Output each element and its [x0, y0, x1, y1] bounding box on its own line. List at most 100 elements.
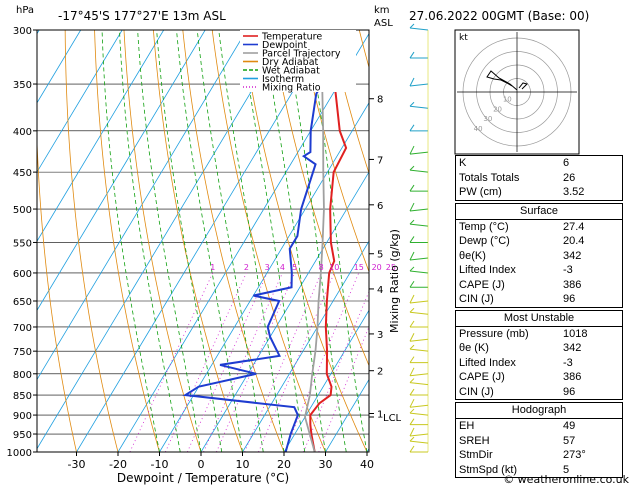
lcl-label: LCL: [383, 413, 402, 424]
km-tick-label: 5: [377, 250, 383, 261]
index-row: PW (cm) 3.52: [456, 185, 622, 200]
surface-value: 342: [563, 249, 582, 262]
x-axis-label: Dewpoint / Temperature (°C): [117, 471, 289, 485]
surface-table: Surface Temp (°C) 27.4 Dewp (°C) 20.4 θe(K) 3…: [455, 202, 623, 308]
km-tick-label: 2: [377, 367, 383, 378]
pressure-tick-label: 400: [13, 127, 32, 138]
dry-adiabat: [329, 30, 369, 175]
wind-barb: [409, 404, 429, 408]
hodograph-ring-label: 40: [474, 125, 483, 133]
most-unstable-value: 1018: [563, 327, 588, 340]
wind-barb-flag: [409, 101, 415, 107]
wind-barb: [409, 311, 429, 315]
wind-barb-flag: [409, 427, 415, 437]
wet-adiabat: [307, 30, 368, 452]
dry-adiabat: [152, 30, 243, 452]
surface-label: Dewp (°C): [459, 235, 510, 247]
wind-barb-flag: [409, 184, 415, 192]
wind-barb: [409, 169, 429, 173]
surface-row: CAPE (J) 386: [456, 278, 622, 293]
surface-label: Lifted Index: [459, 264, 516, 276]
pressure-tick-label: 750: [13, 347, 32, 358]
isotherm: [283, 309, 369, 452]
hodograph-table-label: SREH: [459, 434, 490, 447]
most-unstable-label: CIN (J): [459, 385, 494, 398]
surface-value: 20.4: [563, 235, 585, 247]
wind-barb: [409, 27, 429, 31]
mixing-ratio-line: [216, 272, 295, 452]
wind-barb-flag: [409, 307, 415, 313]
wind-barb-flag: [409, 445, 415, 453]
km-tick-label: 1: [377, 410, 383, 421]
mixing-ratio-label: 2: [244, 263, 249, 272]
km-tick-label: 7: [377, 155, 383, 166]
pressure-tick-label: 450: [13, 168, 32, 179]
dry-adiabat: [300, 30, 369, 273]
mixing-ratio-line: [303, 290, 369, 452]
pressure-tick-label: 600: [13, 269, 32, 280]
wind-barb: [409, 208, 429, 212]
index-row: Totals Totals 26: [456, 171, 622, 186]
temperature-tick-label: 30: [319, 458, 333, 471]
mixing-ratio-line: [129, 272, 214, 452]
hodograph-unit-label: kt: [459, 33, 468, 43]
surface-row: Dewp (°C) 20.4: [456, 234, 622, 249]
isotherm: [200, 171, 369, 452]
pressure-tick-label: 700: [13, 323, 32, 334]
wind-barb-flag: [409, 388, 415, 396]
dry-adiabat: [624, 30, 629, 452]
index-label: K: [459, 157, 467, 169]
most-unstable-table: Most Unstable Pressure (mb) 1018 θe (K) 342…: [455, 309, 623, 400]
temperature-tick-label: 40: [360, 458, 374, 471]
mixing-ratio-axis-label: Mixing Ratio (g/kg): [388, 229, 401, 333]
hodograph-table-row: SREH 57: [456, 434, 622, 449]
dry-adiabat: [37, 131, 77, 452]
wind-barb-flag: [409, 124, 415, 132]
surface-row: CIN (J) 96: [456, 292, 622, 307]
mixing-ratio-label: 1: [210, 263, 215, 272]
wind-barb-flag: [409, 280, 415, 288]
asl-axis-label: ASL: [374, 18, 393, 29]
hodograph-table-label: EH: [459, 420, 475, 432]
wind-barb-flag: [409, 294, 415, 304]
indices-table: K 6 Totals Totals 26 PW (cm) 3.52: [455, 155, 623, 201]
mixing-ratio-label: 25: [386, 263, 396, 272]
hodograph-table-row: StmSpd (kt) 5: [456, 463, 622, 478]
legend-entry: Temperature: [261, 32, 322, 43]
legend-entry: Parcel Trajectory: [262, 49, 341, 60]
isotherm: [117, 32, 369, 452]
y-axis-label: hPa: [16, 5, 34, 16]
wind-barb-flag: [409, 51, 415, 59]
wind-barb: [409, 382, 429, 386]
wind-barb-flag: [409, 23, 415, 29]
mixing-ratio-line: [284, 272, 360, 452]
pressure-tick-label: 650: [13, 297, 32, 308]
wind-barb: [409, 83, 429, 87]
hodograph-trace-upper: [518, 82, 528, 90]
most-unstable-row: CAPE (J) 386: [456, 370, 622, 385]
isotherm: [325, 378, 369, 452]
hodograph-table-value: 49: [563, 420, 576, 432]
surface-value: -3: [563, 264, 573, 276]
wind-barb: [409, 223, 429, 227]
dry-adiabat: [64, 30, 119, 452]
most-unstable-row: CIN (J) 96: [456, 385, 622, 400]
most-unstable-label: Lifted Index: [459, 356, 516, 369]
mixing-ratio-label: 20: [372, 263, 382, 272]
wet-adiabat: [101, 30, 160, 452]
pressure-tick-label: 900: [13, 411, 32, 422]
mixing-ratio-line: [318, 325, 369, 452]
most-unstable-label: Pressure (mb): [459, 327, 529, 340]
dry-adiabat: [270, 30, 369, 367]
dry-adiabat: [123, 30, 202, 452]
wind-barb-flag: [409, 145, 415, 155]
wind-barb-flag: [409, 344, 415, 350]
pressure-tick-label: 300: [13, 26, 32, 37]
wet-adiabat: [137, 30, 202, 452]
wind-barb-flag: [409, 165, 415, 171]
temperature-tick-label: 0: [198, 458, 205, 471]
wind-barb: [409, 270, 429, 274]
wet-adiabat: [285, 30, 347, 452]
pressure-tick-label: 950: [13, 430, 32, 441]
most-unstable-title: Most Unstable: [456, 311, 622, 327]
